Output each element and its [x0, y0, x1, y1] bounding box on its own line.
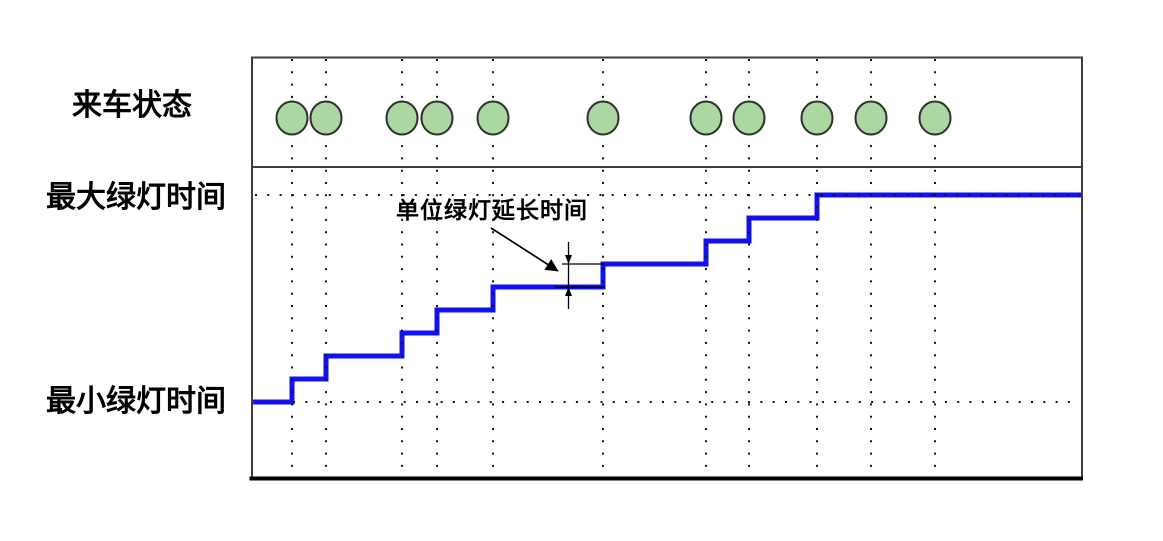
vehicle-circle [586, 100, 620, 136]
annotation-leader-arrow [490, 227, 559, 272]
vehicle-circle [385, 100, 419, 136]
vehicle-circle [309, 100, 343, 136]
label-unit-green-extension-time: 单位绿灯延长时间 [396, 198, 588, 223]
dimension-arrowhead-up [565, 287, 572, 296]
vehicle-circle [420, 100, 454, 136]
green-time-step-line [252, 192, 1082, 405]
vehicle-circle [800, 100, 834, 136]
label-min-green-time: 最小绿灯时间 [46, 385, 226, 418]
label-vehicle-arrival-state: 来车状态 [72, 89, 192, 122]
vehicle-circle [275, 100, 309, 136]
vehicle-circle [689, 100, 723, 136]
vehicle-circle [854, 100, 888, 136]
vehicle-circle [918, 100, 952, 136]
vehicle-circle [476, 100, 510, 136]
dimension-arrowhead-down [565, 255, 572, 264]
label-max-green-time: 最大绿灯时间 [46, 181, 226, 214]
vehicle-circle [732, 100, 766, 136]
